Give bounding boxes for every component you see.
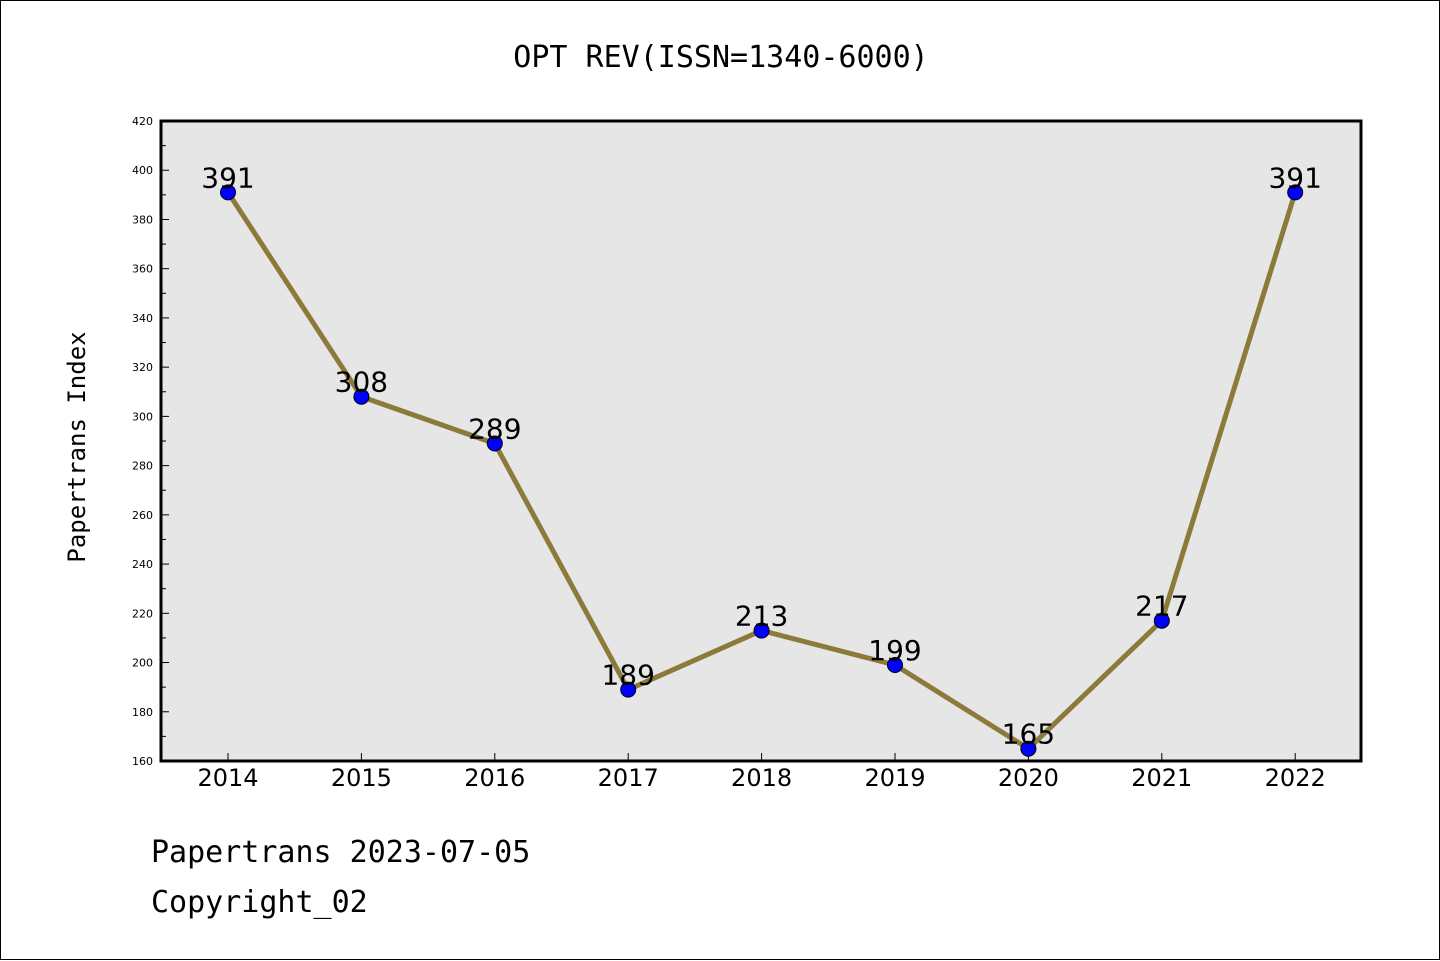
data-point xyxy=(887,657,903,673)
data-point xyxy=(1153,612,1170,629)
y-tick-label: 240 xyxy=(132,558,153,571)
x-tick-label: 2016 xyxy=(464,764,525,792)
x-tick-label: 2020 xyxy=(998,764,1059,792)
data-label: 199 xyxy=(868,634,921,667)
data-label: 165 xyxy=(1002,718,1055,751)
data-labels: 391 308 289 189 213 199 165 217 391 xyxy=(201,161,1322,750)
data-point xyxy=(1020,740,1037,757)
x-axis: 2014 2015 2016 2017 2018 2019 2020 2021 2022 xyxy=(197,753,1326,792)
x-tick-label: 2018 xyxy=(731,764,792,792)
series xyxy=(220,184,1304,757)
y-axis-label: Papertrans Index xyxy=(63,331,91,562)
y-tick-label: 180 xyxy=(132,706,153,719)
y-tick-label: 260 xyxy=(132,509,153,522)
x-tick-label: 2022 xyxy=(1265,764,1326,792)
x-tick-label: 2021 xyxy=(1131,764,1192,792)
chart-title: OPT REV(ISSN=1340-6000) xyxy=(513,40,928,75)
data-label: 213 xyxy=(735,600,788,633)
y-tick-label: 340 xyxy=(132,312,153,325)
y-tick-label: 420 xyxy=(132,115,153,128)
data-label: 391 xyxy=(1268,161,1321,194)
y-tick-label: 160 xyxy=(132,755,153,768)
y-tick-label: 280 xyxy=(132,460,153,473)
x-tick-label: 2015 xyxy=(331,764,392,792)
y-tick-label: 320 xyxy=(132,361,153,374)
x-tick-label: 2014 xyxy=(197,764,258,792)
y-tick-label: 360 xyxy=(132,263,153,276)
plot-area xyxy=(159,119,1363,763)
data-label: 391 xyxy=(201,161,254,194)
data-point xyxy=(220,184,236,201)
x-tick-label: 2017 xyxy=(598,764,659,792)
y-tick-label: 380 xyxy=(132,213,153,226)
data-point xyxy=(620,681,637,698)
y-tick-label: 300 xyxy=(132,410,153,423)
y-axis: 160 180 200 220 240 260 280 300 320 340 360 380 400 4… xyxy=(132,115,169,768)
footer-date-text: Papertrans 2023-07-05 xyxy=(151,835,531,870)
footer-copyright-text: Copyright_02 xyxy=(151,885,368,920)
y-tick-label: 200 xyxy=(132,657,153,670)
x-tick-label: 2019 xyxy=(864,764,925,792)
data-point xyxy=(486,435,503,452)
data-label: 189 xyxy=(601,659,654,692)
data-label: 289 xyxy=(468,412,521,445)
data-point xyxy=(753,622,770,639)
data-label: 308 xyxy=(335,366,388,399)
data-label: 217 xyxy=(1135,590,1188,623)
data-point xyxy=(1287,184,1304,201)
y-tick-label: 220 xyxy=(132,607,153,620)
y-tick-label: 400 xyxy=(132,164,153,177)
data-point xyxy=(353,388,370,405)
